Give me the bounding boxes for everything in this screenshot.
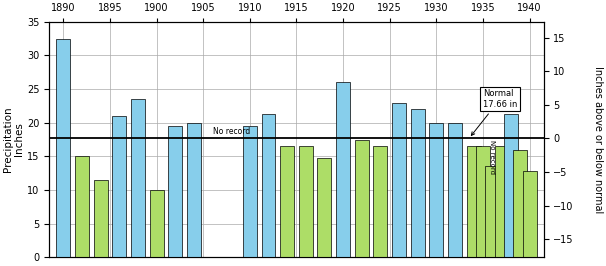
Bar (485, 167, 499, 257)
Bar (513, 149, 527, 257)
Text: No record: No record (213, 127, 250, 136)
Y-axis label: Inches above or below normal: Inches above or below normal (593, 66, 603, 213)
Bar (318, 158, 331, 257)
Bar (522, 171, 536, 257)
Text: Normal
17.66 in: Normal 17.66 in (471, 89, 518, 135)
Bar (280, 146, 294, 257)
Bar (131, 99, 145, 257)
Text: No record: No record (489, 140, 495, 174)
Bar (243, 126, 257, 257)
Bar (355, 139, 368, 257)
Bar (75, 156, 89, 257)
Bar (150, 190, 164, 257)
Bar (112, 116, 126, 257)
Bar (168, 126, 182, 257)
Bar (56, 39, 70, 257)
Bar (373, 146, 387, 257)
Bar (94, 180, 108, 257)
Bar (336, 82, 350, 257)
Bar (476, 146, 490, 257)
Y-axis label: Precipitation
Inches: Precipitation Inches (3, 107, 24, 172)
Bar (504, 114, 518, 257)
Bar (448, 123, 462, 257)
Bar (187, 123, 201, 257)
Bar (494, 146, 508, 257)
Bar (467, 146, 481, 257)
Bar (262, 114, 276, 257)
Bar (429, 123, 444, 257)
Bar (299, 146, 313, 257)
Bar (411, 109, 425, 257)
Bar (392, 102, 406, 257)
